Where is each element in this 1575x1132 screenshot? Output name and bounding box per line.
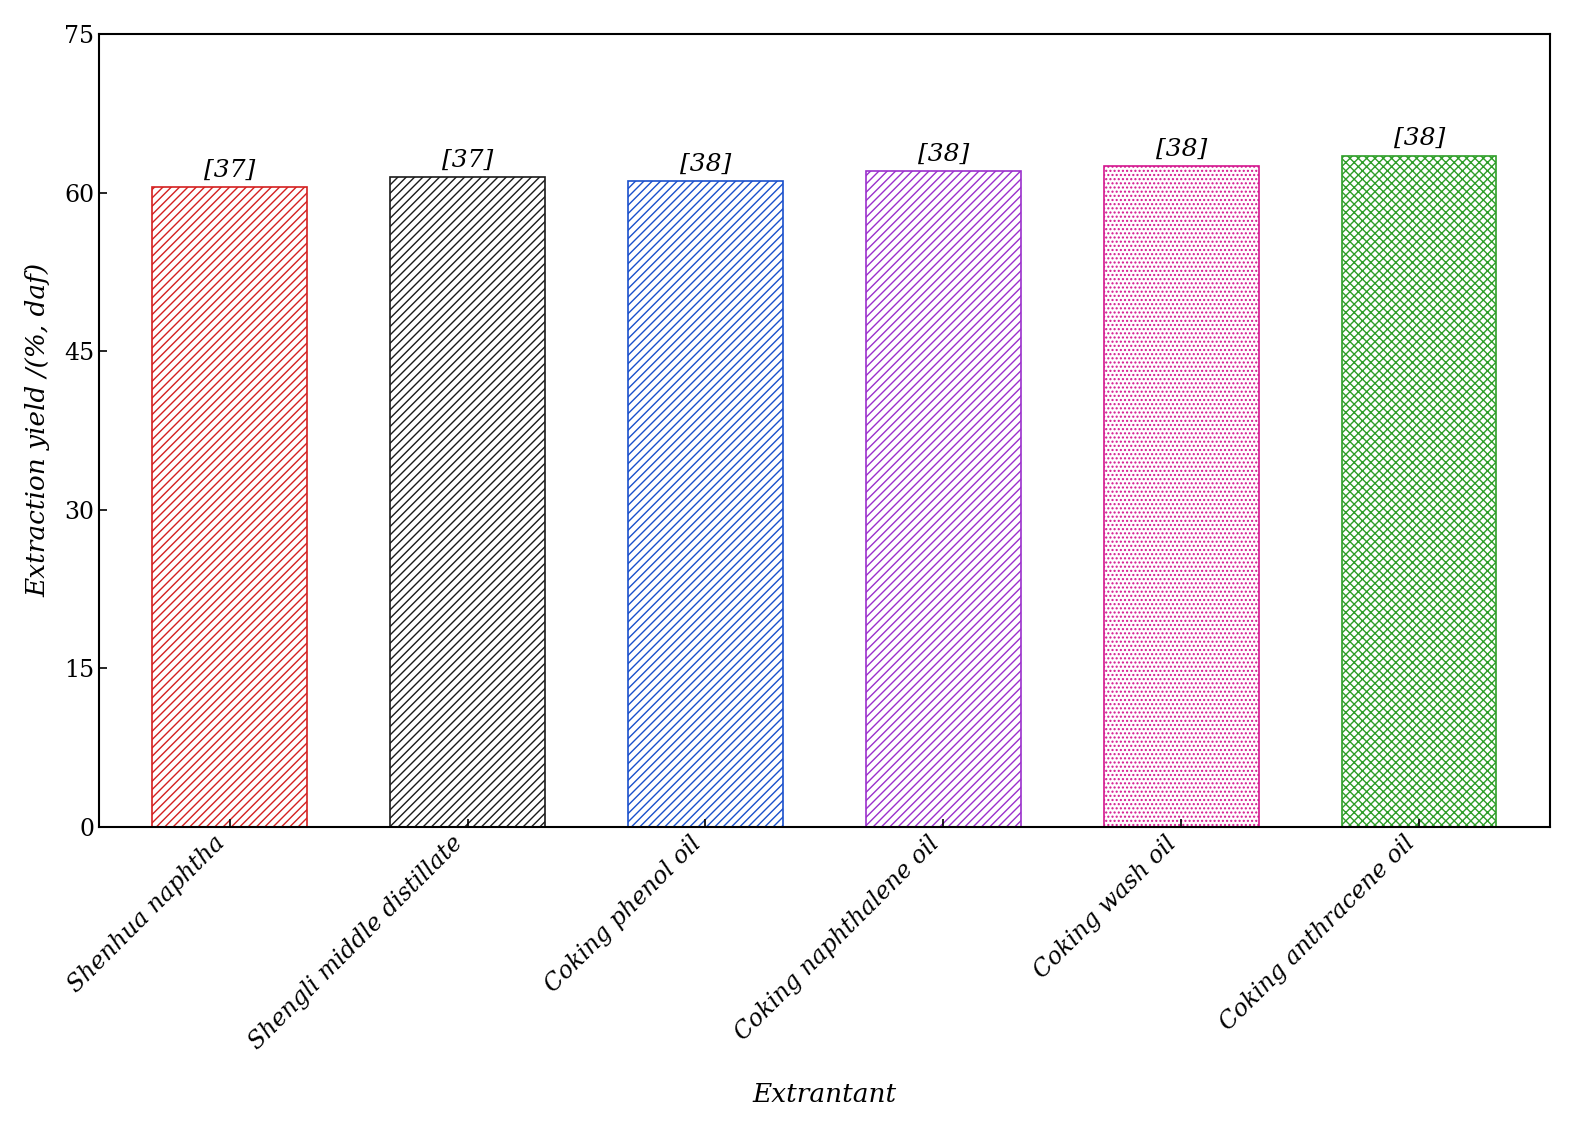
Bar	[1342, 155, 1496, 826]
Bar	[1104, 166, 1258, 826]
X-axis label: Extrantant: Extrantant	[753, 1082, 896, 1107]
Text: [37]: [37]	[443, 148, 493, 171]
Text: [38]: [38]	[680, 153, 731, 175]
Bar	[391, 177, 545, 826]
Bar	[866, 171, 1021, 826]
Text: [38]: [38]	[918, 143, 969, 166]
Bar	[153, 187, 307, 826]
Text: [38]: [38]	[1394, 127, 1444, 151]
Text: [38]: [38]	[1156, 138, 1206, 161]
Bar	[628, 181, 783, 826]
Y-axis label: Extraction yield /(%, daf): Extraction yield /(%, daf)	[25, 264, 50, 598]
Text: [37]: [37]	[205, 158, 255, 182]
